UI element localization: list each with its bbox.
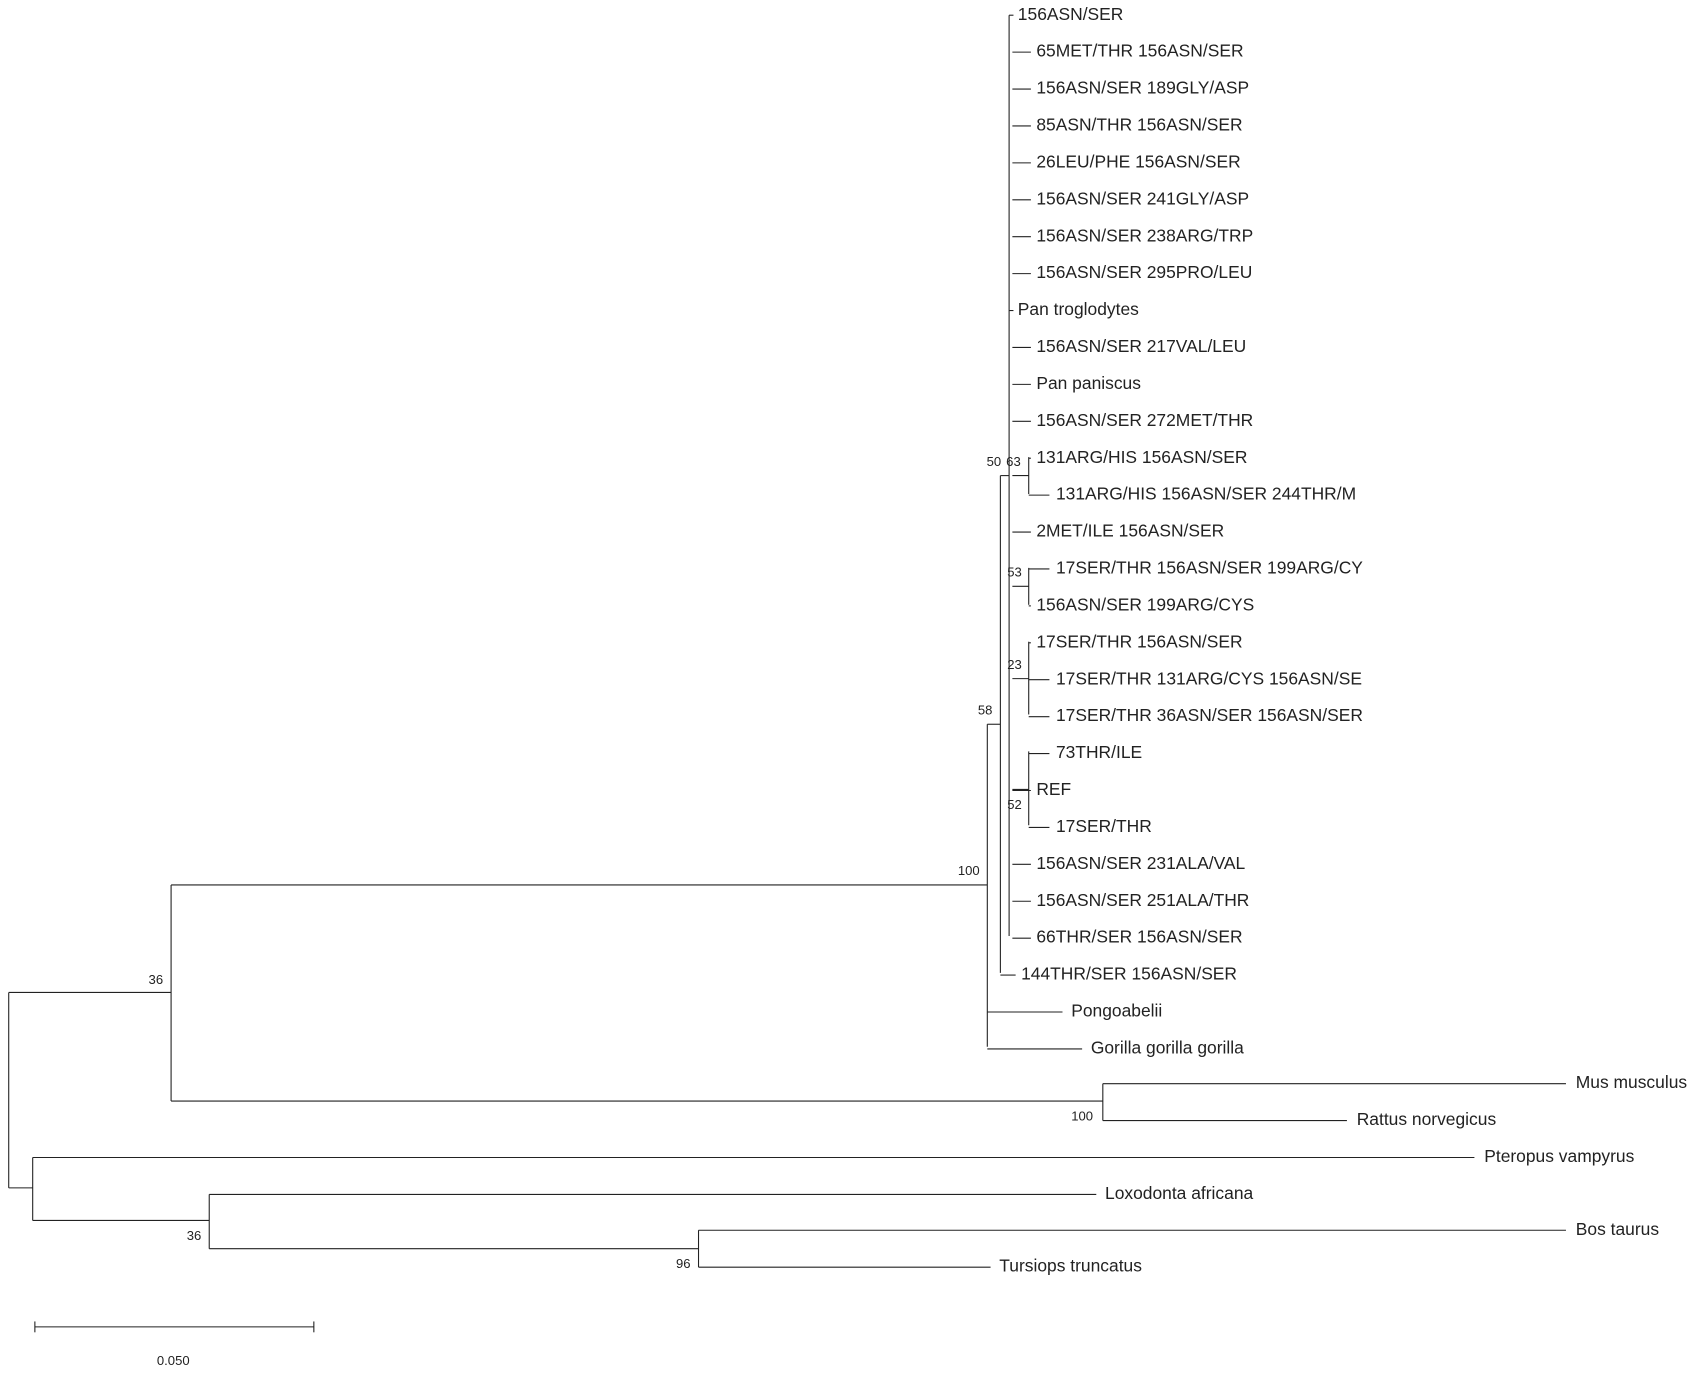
leaf-label: Gorilla gorilla gorilla (1091, 1038, 1244, 1058)
leaf-label: Pan paniscus (1036, 373, 1141, 393)
leaf-label: 131ARG/HIS 156ASN/SER (1036, 447, 1247, 467)
bootstrap-value: 23 (1007, 657, 1022, 672)
leaf-label: Loxodonta africana (1105, 1183, 1254, 1203)
bootstrap-value: 53 (1007, 565, 1022, 580)
leaf-label: 17SER/THR 156ASN/SER (1036, 631, 1242, 651)
leaf-label: 156ASN/SER 231ALA/VAL (1036, 853, 1245, 873)
leaf-label: Pan troglodytes (1018, 299, 1139, 319)
leaf-label: 17SER/THR (1056, 816, 1152, 836)
leaf-label: 156ASN/SER 241GLY/ASP (1036, 188, 1249, 208)
bootstrap-value: 50 (987, 454, 1002, 469)
scale-bar-label: 0.050 (157, 1353, 190, 1368)
bootstrap-value: 52 (1007, 797, 1022, 812)
leaf-label: 156ASN/SER 251ALA/THR (1036, 890, 1249, 910)
leaf-label: Bos taurus (1576, 1219, 1660, 1239)
leaf-label: 26LEU/PHE 156ASN/SER (1036, 151, 1240, 171)
leaf-label: 17SER/THR 131ARG/CYS 156ASN/SE (1056, 668, 1362, 688)
leaf-label: 144THR/SER 156ASN/SER (1021, 964, 1237, 984)
leaf-label: 17SER/THR 156ASN/SER 199ARG/CY (1056, 558, 1363, 578)
bootstrap-value: 100 (958, 863, 980, 878)
leaf-label: Rattus norvegicus (1357, 1109, 1497, 1129)
bootstrap-value: 36 (187, 1228, 202, 1243)
leaf-label: 17SER/THR 36ASN/SER 156ASN/SER (1056, 705, 1363, 725)
leaf-label: 156ASN/SER (1018, 4, 1124, 24)
leaf-label: Tursiops truncatus (999, 1256, 1142, 1276)
bootstrap-value: 96 (676, 1256, 691, 1271)
leaf-label: Mus musculus (1576, 1072, 1688, 1092)
leaf-label: 156ASN/SER 189GLY/ASP (1036, 78, 1249, 98)
leaf-label: 65MET/THR 156ASN/SER (1036, 41, 1243, 61)
bootstrap-value: 58 (978, 702, 993, 717)
leaf-label: Pongoabelii (1071, 1001, 1162, 1021)
leaf-label: 156ASN/SER 217VAL/LEU (1036, 336, 1246, 356)
bootstrap-value: 63 (1006, 454, 1021, 469)
leaf-label: 156ASN/SER 272MET/THR (1036, 410, 1253, 430)
leaf-label: 73THR/ILE (1056, 742, 1142, 762)
leaf-label: REF (1036, 779, 1071, 799)
leaf-label: 156ASN/SER 199ARG/CYS (1036, 595, 1254, 615)
leaf-label: 156ASN/SER 238ARG/TRP (1036, 225, 1253, 245)
leaf-label: 2MET/ILE 156ASN/SER (1036, 521, 1224, 541)
bootstrap-value: 100 (1071, 1109, 1093, 1124)
leaf-label: 131ARG/HIS 156ASN/SER 244THR/M (1056, 484, 1356, 504)
leaf-label: 66THR/SER 156ASN/SER (1036, 927, 1242, 947)
leaf-label: 85ASN/THR 156ASN/SER (1036, 115, 1242, 135)
leaf-label: 156ASN/SER 295PRO/LEU (1036, 262, 1252, 282)
bootstrap-value: 36 (149, 972, 164, 987)
leaf-label: Pteropus vampyrus (1484, 1146, 1634, 1166)
